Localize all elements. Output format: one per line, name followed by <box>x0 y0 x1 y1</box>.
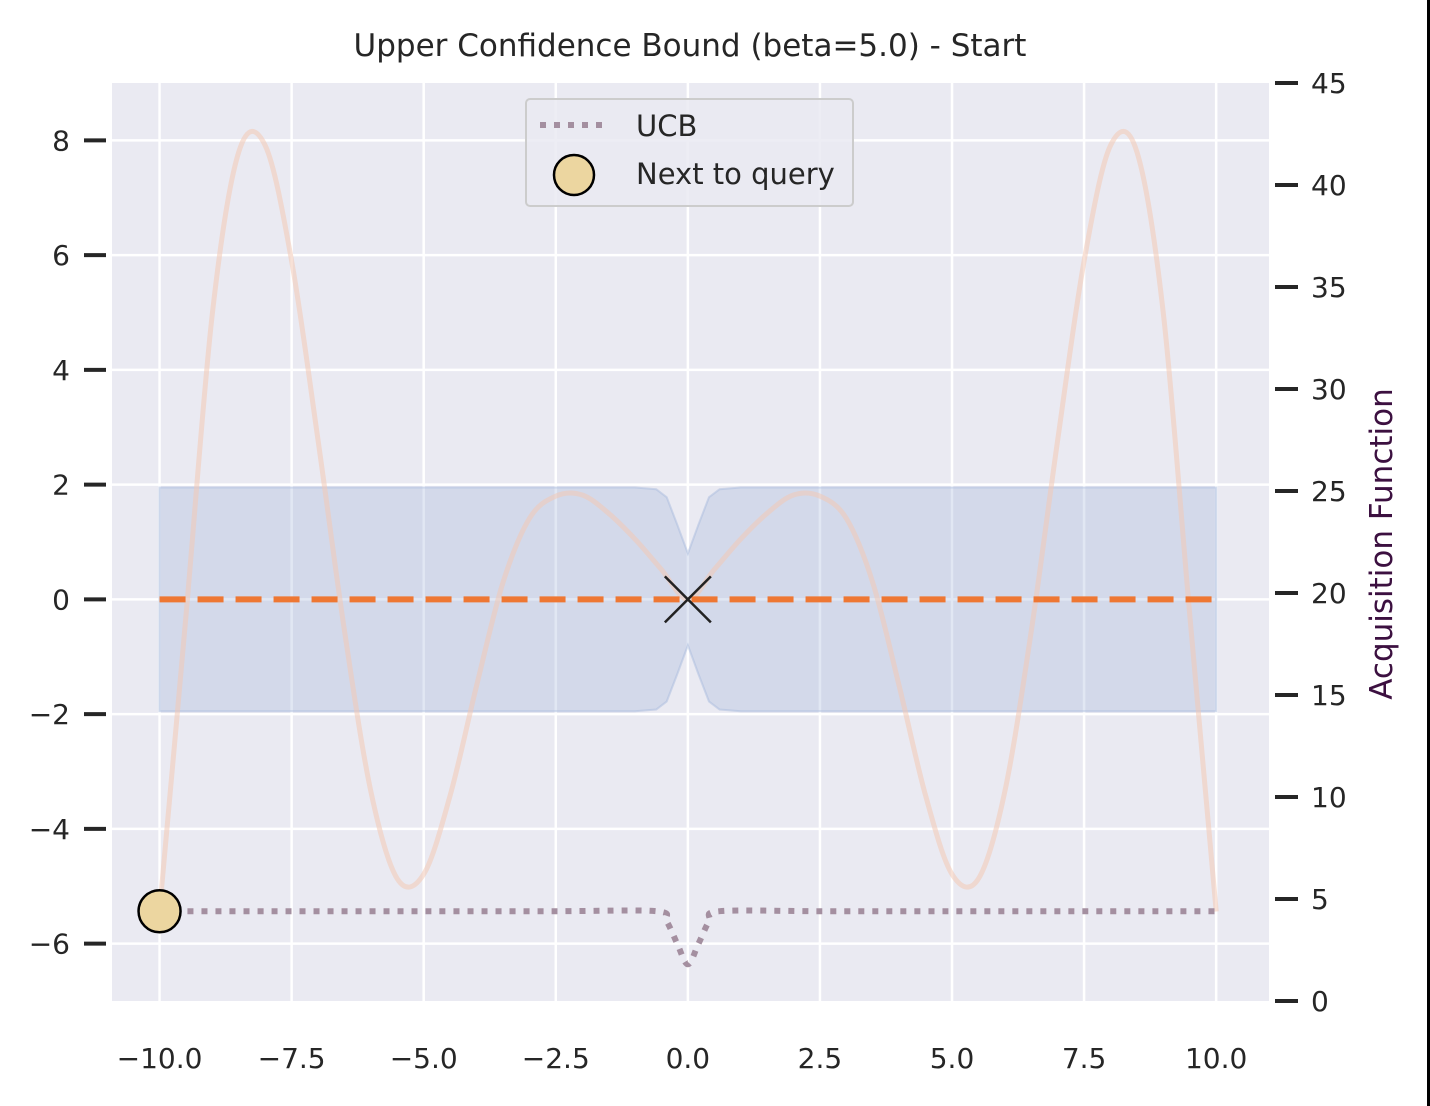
y-axis-ticks: −6 −4 −2 0 2 4 6 8 <box>29 124 106 961</box>
x-axis-ticks: −10.0 −7.5 −5.0 −2.5 0.0 2.5 5.0 7.5 10.0 <box>117 1042 1248 1075</box>
x-tick-label-8: 10.0 <box>1185 1042 1247 1075</box>
y-right-tick-label-2: 10 <box>1311 781 1347 814</box>
y-axis-right-ticks: 0 5 10 15 20 25 30 35 40 45 <box>1275 67 1347 1018</box>
grid-lines <box>112 83 1269 1001</box>
ucb-curve <box>159 907 1217 968</box>
y-tick-label-0: −6 <box>29 928 70 961</box>
observation-x-stroke-b <box>663 575 712 624</box>
legend-next-query-swatch <box>552 153 596 197</box>
x-tick-label-2: −5.0 <box>390 1042 458 1075</box>
legend-ucb-label: UCB <box>636 109 697 143</box>
y-right-tick-label-3: 15 <box>1311 679 1347 712</box>
x-tick-label-0: −10.0 <box>117 1042 203 1075</box>
y-tick-label-3: 0 <box>52 583 70 616</box>
y-right-tick-label-7: 35 <box>1311 271 1347 304</box>
y-tick-label-6: 6 <box>52 239 70 272</box>
next-query-point <box>137 888 182 934</box>
y-right-tick-label-5: 25 <box>1311 475 1347 508</box>
y-right-tick-label-4: 20 <box>1311 577 1347 610</box>
chart-title: Upper Confidence Bound (beta=5.0) - Star… <box>354 28 1027 64</box>
y-right-tick-label-9: 45 <box>1311 67 1347 100</box>
ucb-dotted-line <box>159 907 1217 968</box>
y-tick-label-2: −2 <box>29 698 70 731</box>
y-tick-label-4: 2 <box>52 469 70 502</box>
observation-x-marker <box>663 575 712 624</box>
markers-layer <box>137 575 712 934</box>
y-tick-label-7: 8 <box>52 124 70 157</box>
y-tick-label-1: −4 <box>29 813 70 846</box>
x-tick-label-5: 2.5 <box>798 1042 843 1075</box>
legend-next-query-label: Next to query <box>636 157 835 191</box>
y-axis-right-label: Acquisition Function <box>1364 388 1400 700</box>
y-right-tick-label-1: 5 <box>1311 883 1329 916</box>
x-tick-label-1: −7.5 <box>258 1042 326 1075</box>
x-tick-label-4: 0.0 <box>666 1042 711 1075</box>
y-right-tick-label-0: 0 <box>1311 985 1329 1018</box>
y-right-tick-label-6: 30 <box>1311 373 1347 406</box>
y-tick-label-5: 4 <box>52 354 70 387</box>
x-tick-label-6: 5.0 <box>930 1042 975 1075</box>
legend-box <box>525 98 854 207</box>
image-right-edge <box>1427 0 1430 1106</box>
x-tick-label-7: 7.5 <box>1062 1042 1107 1075</box>
legend: UCB Next to query <box>525 98 854 207</box>
plot-area <box>112 83 1269 1001</box>
x-tick-label-3: −2.5 <box>522 1042 590 1075</box>
y-right-tick-label-8: 40 <box>1311 169 1347 202</box>
